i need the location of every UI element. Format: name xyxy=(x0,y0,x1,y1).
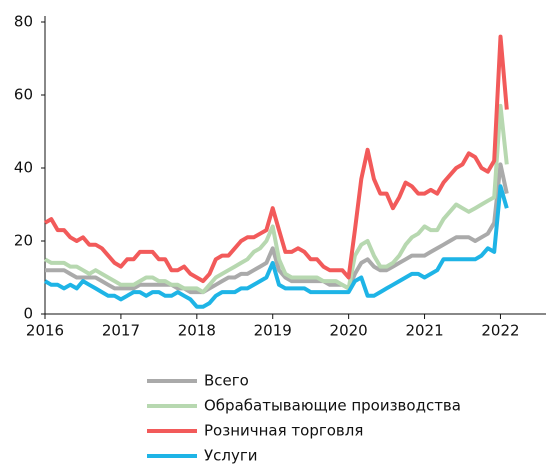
x-tick-label: 2017 xyxy=(102,322,140,340)
x-tick-label: 2021 xyxy=(405,322,443,340)
legend-label: Розничная торговля xyxy=(204,422,363,440)
x-tick-label: 2018 xyxy=(178,322,216,340)
x-tick-label: 2019 xyxy=(254,322,292,340)
legend-label: Всего xyxy=(204,372,249,390)
legend-label: Услуги xyxy=(204,447,257,465)
x-tick-label: 2016 xyxy=(26,322,64,340)
series-line xyxy=(44,103,509,295)
series-line xyxy=(45,162,509,295)
y-tick-label: 80 xyxy=(14,13,33,31)
x-tick-label: 2020 xyxy=(330,322,368,340)
y-tick-label: 0 xyxy=(23,305,33,323)
legend-label: Обрабатывающие производства xyxy=(204,397,461,415)
series-line xyxy=(43,184,509,309)
y-tick-label: 20 xyxy=(14,232,33,250)
y-tick-label: 40 xyxy=(14,159,33,177)
y-tick-label: 60 xyxy=(14,86,33,104)
series-line xyxy=(43,34,509,284)
x-tick-label: 2022 xyxy=(481,322,519,340)
